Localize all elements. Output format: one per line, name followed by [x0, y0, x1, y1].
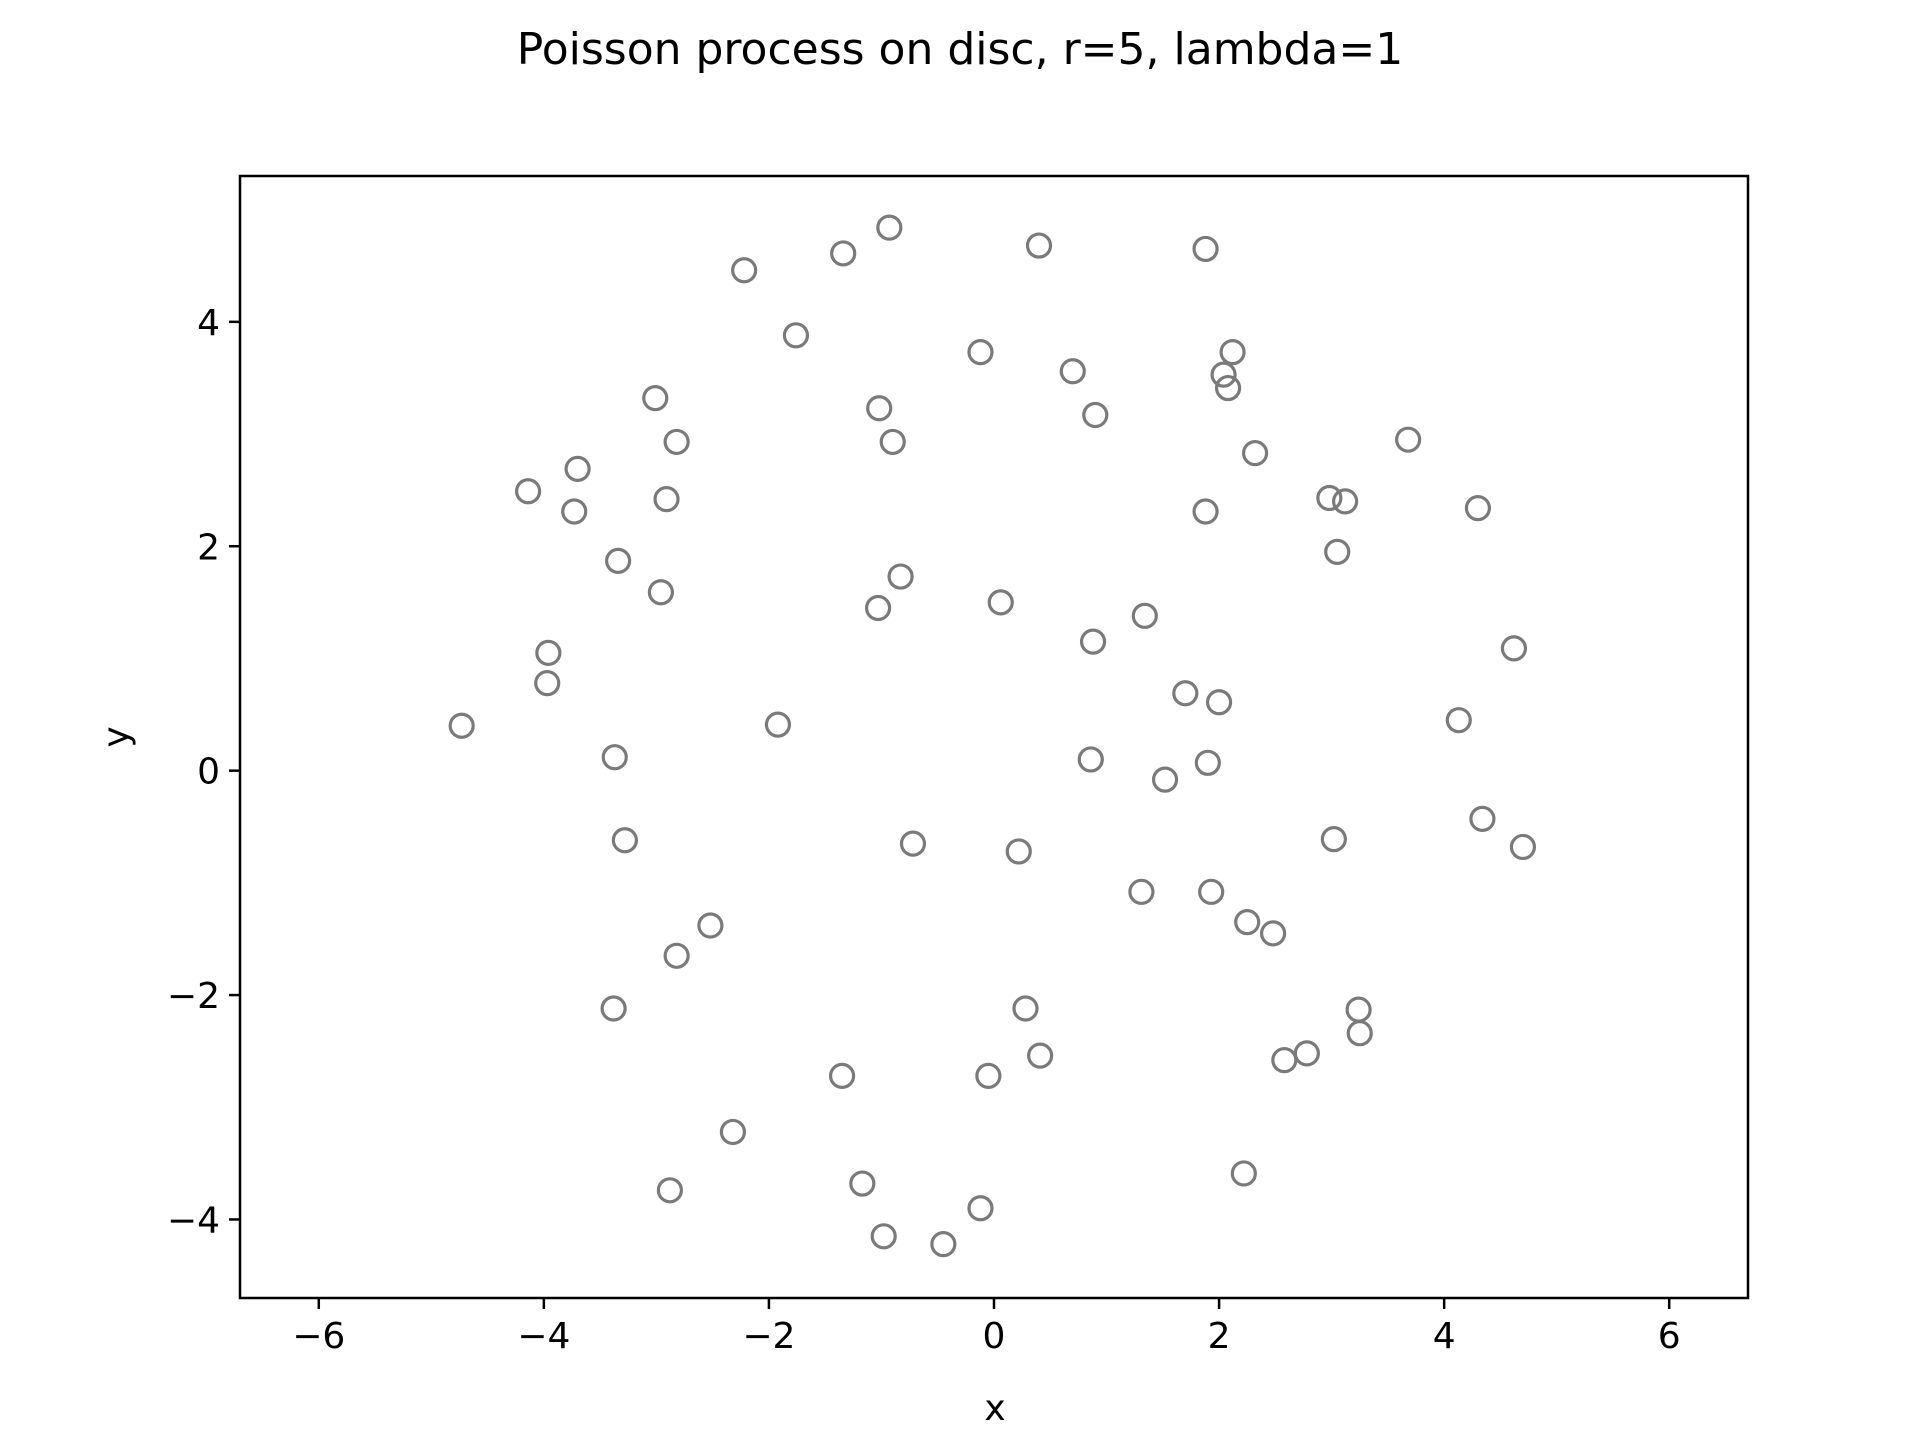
data-point [1005, 838, 1032, 865]
data-point [1128, 878, 1155, 905]
y-tick-label: 4 [197, 303, 220, 344]
data-point [1234, 909, 1261, 936]
data-point [967, 339, 994, 366]
data-point [561, 498, 588, 525]
x-tick-label: 0 [983, 1316, 1006, 1357]
data-point [870, 1223, 897, 1250]
data-point [647, 579, 674, 606]
data-point [605, 547, 632, 574]
data-point [535, 639, 562, 666]
data-point [849, 1170, 876, 1197]
data-point [1059, 358, 1086, 385]
data-point [1012, 995, 1039, 1022]
data-point [1509, 833, 1537, 861]
data-point [930, 1231, 957, 1258]
y-tick-label: −4 [167, 1200, 220, 1241]
data-points [448, 214, 1537, 1258]
data-point [656, 1177, 683, 1204]
x-tick-label: 4 [1433, 1316, 1456, 1357]
data-point [1271, 1047, 1298, 1074]
data-point [1219, 339, 1246, 366]
data-point [1205, 689, 1233, 716]
y-tick-label: 2 [197, 527, 220, 568]
data-point [514, 478, 542, 505]
data-point [1082, 401, 1109, 429]
y-tick-label: 0 [197, 752, 220, 793]
data-point [1077, 746, 1104, 773]
data-point [697, 912, 724, 939]
data-point [1230, 1160, 1257, 1187]
data-point [611, 827, 638, 854]
data-point [1320, 826, 1347, 853]
data-point [1395, 426, 1422, 453]
data-point [1194, 749, 1221, 776]
x-axis-label: x [984, 1388, 1005, 1429]
data-point [564, 455, 591, 482]
data-point [642, 385, 669, 412]
data-point [1198, 878, 1225, 905]
data-point [967, 1195, 994, 1222]
data-point [1131, 602, 1158, 629]
data-point [601, 744, 628, 771]
data-point [1151, 766, 1179, 793]
data-point [663, 942, 690, 969]
y-axis-ticks: −4 −2 0 2 4 [167, 303, 240, 1241]
data-point [1332, 488, 1359, 515]
chart-title: Poisson process on disc, r=5, lambda=1 [517, 24, 1404, 75]
x-tick-label: 2 [1208, 1316, 1231, 1357]
data-point [1192, 235, 1219, 263]
x-tick-label: −6 [292, 1316, 345, 1357]
data-point [987, 589, 1014, 616]
data-point [1079, 628, 1107, 655]
data-point [1214, 374, 1242, 402]
data-point [1192, 498, 1219, 525]
data-point [600, 995, 627, 1022]
x-axis-ticks: −6 −4 −2 0 2 4 6 [292, 1298, 1681, 1357]
data-point [876, 214, 903, 241]
data-point [448, 712, 475, 739]
x-tick-label: 6 [1658, 1316, 1681, 1357]
x-tick-label: −4 [517, 1316, 570, 1357]
data-point [1346, 1020, 1373, 1047]
data-point [1469, 805, 1496, 833]
data-point [866, 395, 893, 422]
y-tick-label: −2 [167, 976, 220, 1017]
data-point [663, 428, 690, 456]
data-point [653, 486, 680, 513]
data-point [975, 1062, 1002, 1089]
data-point [1025, 232, 1053, 259]
data-point [899, 830, 927, 857]
data-point [879, 428, 906, 456]
data-point [1316, 484, 1343, 512]
data-point [731, 257, 758, 284]
data-point [782, 322, 810, 349]
data-point [1324, 538, 1351, 565]
data-point [1464, 495, 1492, 522]
data-point [830, 240, 857, 267]
data-point [1172, 680, 1199, 707]
data-point [864, 594, 892, 622]
data-point [534, 670, 561, 697]
data-point [764, 711, 792, 738]
data-point [1027, 1042, 1054, 1069]
data-point [1259, 920, 1287, 947]
y-axis-label: y [96, 726, 137, 747]
data-point [719, 1118, 747, 1146]
data-point [1500, 635, 1528, 662]
data-point [1241, 440, 1269, 467]
x-tick-label: −2 [742, 1316, 795, 1357]
data-point [828, 1062, 856, 1089]
data-point [1210, 361, 1237, 388]
data-point [1445, 707, 1472, 734]
data-point [887, 563, 914, 590]
